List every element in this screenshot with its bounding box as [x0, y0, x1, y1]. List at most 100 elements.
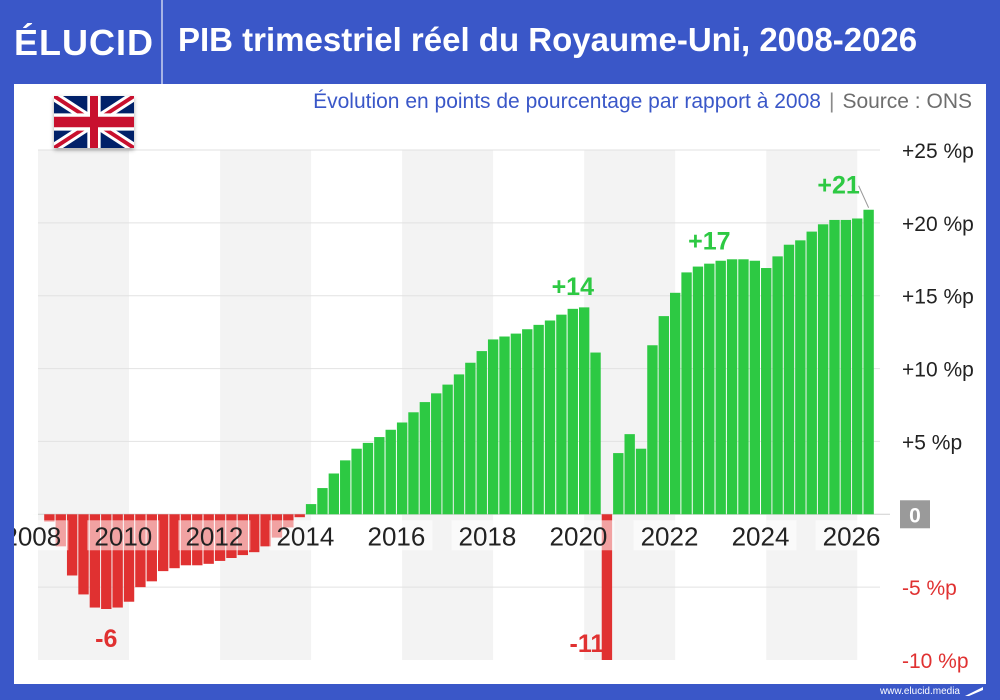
subtitle-separator: | [828, 90, 835, 113]
bar [101, 514, 112, 609]
x-tick-label: 2008 [14, 521, 61, 551]
bar [726, 259, 738, 515]
bar [78, 514, 89, 595]
y-tick-label: 0 [909, 504, 921, 527]
bar [852, 218, 863, 515]
bar [487, 339, 499, 515]
y-tick-label: +10 %p [902, 359, 974, 382]
tick-label-backdrop [633, 520, 706, 551]
chart-title: PIB trimestriel réel du Royaume-Uni, 200… [178, 21, 918, 58]
bar [44, 514, 55, 522]
bar [419, 402, 431, 515]
header-divider [161, 0, 163, 84]
bar [624, 434, 635, 515]
bar [522, 329, 533, 515]
tick-label-backdrop [360, 520, 433, 551]
chart-subtitle: Évolution en points de pourcentage par r… [313, 90, 972, 114]
bar [499, 336, 510, 515]
bar [749, 260, 761, 515]
bar [533, 324, 544, 515]
tick-label-backdrop [178, 520, 251, 551]
x-tick-label: 2026 [823, 521, 881, 551]
bar [635, 448, 647, 515]
bar [840, 219, 852, 515]
bar [431, 393, 442, 515]
bar [772, 256, 783, 515]
bar [590, 352, 601, 515]
x-tick-label: 2024 [732, 521, 790, 551]
bar [408, 412, 419, 515]
tick-label-backdrop [14, 520, 69, 551]
annotation-leader [858, 185, 870, 208]
bar [66, 514, 78, 576]
bar [670, 292, 681, 515]
bar [692, 266, 704, 515]
bar [613, 453, 624, 515]
bar [601, 514, 613, 660]
bar [294, 514, 305, 518]
bar [362, 442, 374, 515]
bar [442, 384, 453, 515]
header: ÉLUCID PIB trimestriel réel du Royaume-U… [0, 0, 1000, 84]
x-tick-label: 2016 [367, 521, 425, 551]
elucid-mark-icon [965, 687, 983, 696]
bar [829, 219, 840, 515]
x-tick-label: 2012 [185, 521, 243, 551]
footer-url: www.elucid.media [879, 686, 960, 697]
bar [374, 437, 385, 515]
bar [658, 316, 669, 515]
bar [715, 260, 726, 515]
y-tick-label: +20 %p [902, 213, 974, 236]
bar [453, 374, 465, 515]
bar [169, 514, 180, 569]
bar [761, 268, 772, 515]
data-label: -6 [95, 625, 117, 653]
bar [578, 307, 590, 515]
y-tick-label: -10 %p [902, 650, 969, 673]
bar [863, 209, 874, 515]
bar-chart: 2008 2010 2012 2014 2016 2018 2020 2022 2024 2026… [14, 140, 974, 673]
zero-badge [900, 500, 930, 529]
x-tick-label: 2018 [459, 521, 517, 551]
y-tick-label: +25 %p [902, 140, 974, 163]
bar [396, 422, 408, 515]
bar [305, 504, 317, 515]
background-band [220, 150, 312, 660]
chart-panel: 2008 2010 2012 2014 2016 2018 2020 2022 2024 2026… [14, 84, 986, 684]
bar [817, 224, 829, 515]
bar [123, 514, 135, 602]
data-label: +17 [688, 228, 730, 256]
x-tick-label: 2014 [276, 521, 334, 551]
bar [157, 514, 169, 572]
tick-label-backdrop [542, 520, 615, 551]
bar [340, 460, 351, 515]
tick-label-backdrop [724, 520, 797, 551]
bar [260, 514, 271, 547]
x-tick-label: 2020 [550, 521, 608, 551]
bar [465, 362, 476, 515]
data-label: -11 [570, 630, 605, 658]
bar [681, 272, 692, 515]
subtitle-text: Évolution en points de pourcentage par r… [313, 90, 821, 113]
bar [510, 333, 522, 515]
tick-label-backdrop [451, 520, 524, 551]
bar [795, 240, 806, 515]
bar [112, 514, 123, 608]
bar [351, 448, 362, 515]
bar [89, 514, 101, 608]
bar [544, 320, 556, 515]
bar [135, 514, 146, 588]
y-tick-label: +15 %p [902, 286, 974, 309]
x-tick-label: 2022 [641, 521, 699, 551]
bar [317, 488, 328, 515]
y-tick-label: -5 %p [902, 577, 957, 600]
source-label: Source : ONS [842, 90, 972, 113]
bar [783, 244, 795, 515]
data-label: +21 [817, 172, 860, 200]
bar [249, 514, 260, 553]
bar [704, 263, 715, 515]
tick-label-backdrop [815, 520, 888, 551]
tick-label-backdrop [87, 520, 160, 551]
bar [647, 345, 658, 515]
bar [556, 314, 567, 515]
